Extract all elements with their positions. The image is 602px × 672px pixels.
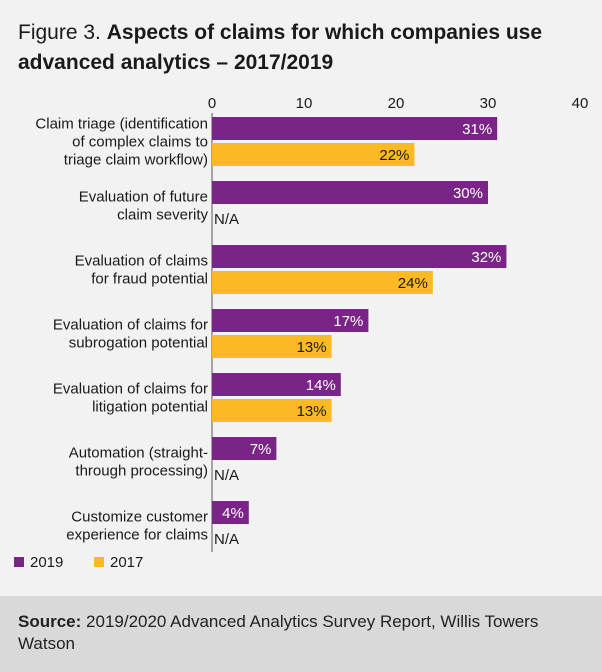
x-tick-label: 10 xyxy=(296,95,313,112)
bar-2019 xyxy=(212,117,498,140)
bar-2017 xyxy=(212,335,332,358)
category-label: Customize customer xyxy=(71,509,208,526)
category-label: litigation potential xyxy=(92,399,208,416)
category-label: Evaluation of claims for xyxy=(53,317,208,334)
source-note: Source: 2019/2020 Advanced Analytics Sur… xyxy=(18,611,578,655)
data-label: 7% xyxy=(250,441,272,458)
category-label: for fraud potential xyxy=(91,271,208,288)
data-label: 13% xyxy=(297,403,327,420)
chart-title: Figure 3. Aspects of claims for which co… xyxy=(18,18,588,78)
data-label: 17% xyxy=(333,313,363,330)
legend-label: 2017 xyxy=(110,554,143,571)
na-label: N/A xyxy=(214,211,239,228)
category-label: subrogation potential xyxy=(69,335,208,352)
source-text: 2019/2020 Advanced Analytics Survey Repo… xyxy=(18,612,539,653)
category-label: experience for claims xyxy=(66,527,208,544)
bar-2019 xyxy=(212,181,488,204)
data-label: 14% xyxy=(306,377,336,394)
category-label: Evaluation of claims xyxy=(75,253,208,270)
category-label: of complex claims to xyxy=(72,134,208,151)
x-tick-label: 20 xyxy=(388,95,405,112)
category-label: Evaluation of future xyxy=(79,189,208,206)
category-label: claim severity xyxy=(117,207,208,224)
legend-swatch-2017 xyxy=(94,557,104,567)
data-label: 4% xyxy=(222,505,244,522)
source-footer: Source: 2019/2020 Advanced Analytics Sur… xyxy=(0,596,602,672)
na-label: N/A xyxy=(214,531,239,548)
bar-2017 xyxy=(212,143,415,166)
bar-2017 xyxy=(212,271,433,294)
data-label: 24% xyxy=(398,275,428,292)
data-label: 30% xyxy=(453,185,483,202)
data-label: 13% xyxy=(297,339,327,356)
bar-2019 xyxy=(212,309,369,332)
bar-2019 xyxy=(212,437,277,460)
data-label: 31% xyxy=(462,121,492,138)
source-label: Source: xyxy=(18,612,82,631)
category-label: Automation (straight- xyxy=(69,445,208,462)
x-tick-label: 0 xyxy=(208,95,216,112)
category-label: through processing) xyxy=(75,463,208,480)
category-label: Evaluation of claims for xyxy=(53,381,208,398)
category-label: triage claim workflow) xyxy=(64,152,208,169)
figure-number: Figure 3. xyxy=(18,21,101,44)
bar-2019 xyxy=(212,373,341,396)
x-tick-label: 40 xyxy=(572,95,589,112)
bar-2017 xyxy=(212,399,332,422)
bar-2019 xyxy=(212,501,249,524)
bar-chart: 0 10 20 30 40 Claim triage (identificationof … xyxy=(14,95,589,571)
data-label: 22% xyxy=(379,147,409,164)
legend-label: 2019 xyxy=(30,554,63,571)
bar-2019 xyxy=(212,245,507,268)
title-main: Aspects of claims for which companies us… xyxy=(18,21,543,74)
na-label: N/A xyxy=(214,467,239,484)
data-label: 32% xyxy=(471,249,501,266)
category-label: Claim triage (identification xyxy=(35,116,208,133)
x-tick-label: 30 xyxy=(480,95,497,112)
legend-swatch-2019 xyxy=(14,557,24,567)
